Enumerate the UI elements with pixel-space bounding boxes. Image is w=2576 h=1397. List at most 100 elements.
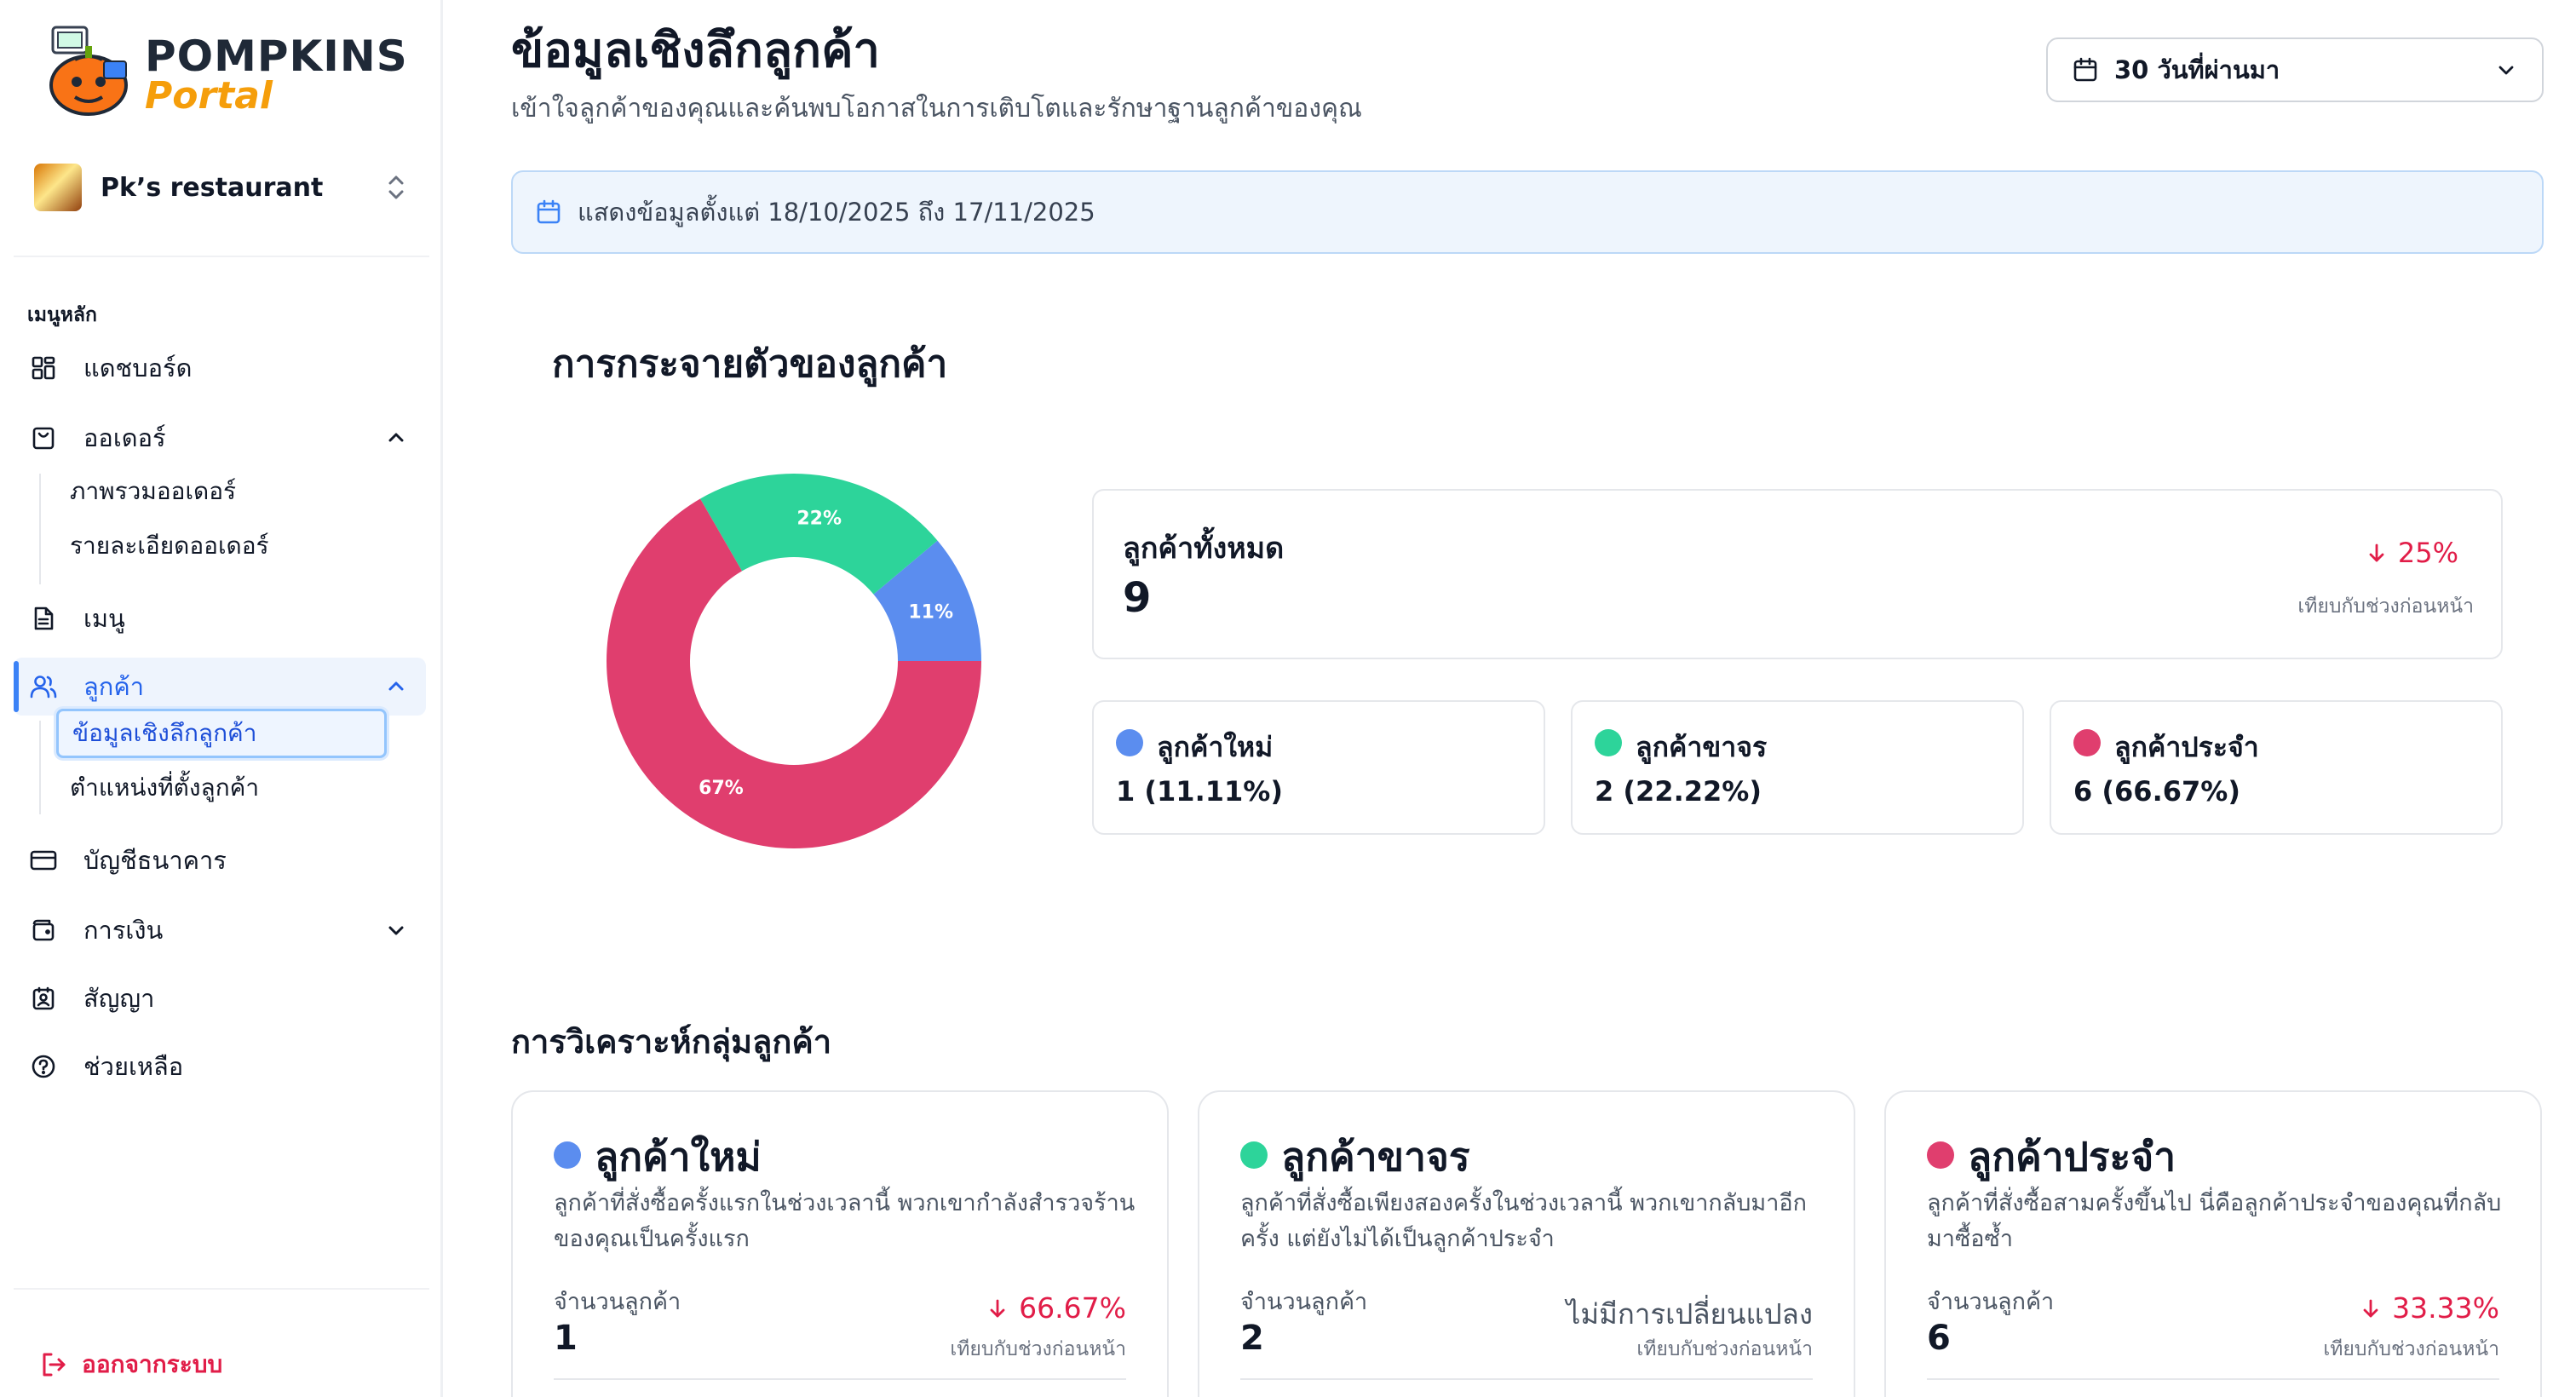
donut-slice-label: 11% [908, 602, 953, 624]
group-title: ลูกค้าใหม่ [595, 1134, 762, 1180]
group-count: 2 [1240, 1319, 1264, 1358]
compare-note: เทียบกับช่วงก่อนหน้า [2323, 1338, 2499, 1360]
segment-card-occasional: ลูกค้าขาจร 2 (22.22%) [1571, 700, 2024, 835]
total-customers-value: 9 [1123, 574, 1152, 622]
sidebar-item-label: ออเดอร์ [83, 423, 166, 452]
segment-value: 1 (11.11%) [1116, 775, 1283, 808]
group-card-new: ลูกค้าใหม่ ลูกค้าที่สั่งซื้อครั้งแรกในช่… [511, 1090, 1169, 1397]
page-title: ข้อมูลเชิงลึกลูกค้า [511, 23, 880, 78]
legend-dot [1595, 729, 1622, 756]
chevron-up-icon[interactable] [383, 425, 409, 451]
submenu-orders-detail[interactable]: รายละเอียดออเดอร์ [70, 532, 269, 560]
group-dot [554, 1141, 581, 1169]
segment-label: ลูกค้าประจำ [2114, 731, 2259, 763]
customer-distribution-donut-chart: 11% 22% 67% [607, 474, 981, 848]
grid-icon [29, 354, 58, 382]
card-divider [554, 1378, 1126, 1380]
group-count: 6 [1927, 1319, 1951, 1358]
chevron-down-icon[interactable] [383, 917, 409, 943]
segment-value: 6 (66.67%) [2073, 775, 2240, 808]
sidebar-item-finance[interactable]: การเงิน [14, 901, 426, 959]
sidebar-item-label: ช่วยเหลือ [83, 1052, 184, 1081]
group-change: ไม่มีการเปลี่ยนแปลง [1567, 1291, 1813, 1337]
compare-note: เทียบกับช่วงก่อนหน้า [950, 1338, 1126, 1360]
donut-slice-label: 22% [796, 509, 842, 530]
sidebar-item-label: การเงิน [83, 916, 164, 945]
arrow-down-icon [2363, 1299, 2378, 1317]
group-change-value: 33.33% [2392, 1291, 2499, 1325]
group-count-label: จำนวนลูกค้า [1927, 1289, 2055, 1315]
group-description: ลูกค้าที่สั่งซื้อสามครั้งขึ้นไป นี่คือลู… [1927, 1190, 2502, 1252]
date-info-text: แสดงข้อมูลตั้งแต่ 18/10/2025 ถึง 17/11/2… [578, 198, 1095, 227]
users-icon [29, 672, 58, 701]
date-info-banner: แสดงข้อมูลตั้งแต่ 18/10/2025 ถึง 17/11/2… [511, 170, 2544, 254]
group-title: ลูกค้าประจำ [1968, 1134, 2176, 1180]
date-range-select[interactable]: 30 วันที่ผ่านมา [2046, 37, 2544, 102]
group-card-occasional: ลูกค้าขาจร ลูกค้าที่สั่งซื้อเพียงสองครั้… [1198, 1090, 1855, 1397]
sidebar-item-orders[interactable]: ออเดอร์ [14, 409, 426, 467]
donut-slice[interactable] [607, 498, 981, 848]
logout-icon [43, 1353, 66, 1377]
logout-button[interactable]: ออกจากระบบ [39, 1346, 222, 1383]
submenu-customer-locations[interactable]: ตำแหน่งที่ตั้งลูกค้า [70, 773, 260, 802]
distribution-title: การกระจายตัวของลูกค้า [552, 342, 948, 386]
chevron-up-icon[interactable] [383, 674, 409, 699]
sidebar-item-dashboard[interactable]: แดชบอร์ด [14, 339, 426, 397]
sidebar-item-bank-account[interactable]: บัญชีธนาคาร [14, 831, 426, 889]
donut-slice[interactable] [873, 540, 981, 661]
segment-card-new: ลูกค้าใหม่ 1 (11.11%) [1092, 700, 1545, 835]
restaurant-name: Pk’s restaurant [101, 172, 324, 203]
submenu-line [39, 721, 41, 814]
group-dot [1240, 1141, 1268, 1169]
segment-value: 2 (22.22%) [1595, 775, 1762, 808]
help-icon [29, 1052, 58, 1081]
sidebar-item-label: แดชบอร์ด [83, 354, 193, 382]
group-change-value: ไม่มีการเปลี่ยนแปลง [1566, 1297, 1813, 1331]
arrow-down-icon [990, 1299, 1005, 1317]
group-card-regular: ลูกค้าประจำ ลูกค้าที่สั่งซื้อสามครั้งขึ้… [1884, 1090, 2542, 1397]
group-count-label: จำนวนลูกค้า [554, 1289, 681, 1315]
compare-note: เทียบกับช่วงก่อนหน้า [2297, 595, 2474, 618]
document-icon [29, 604, 58, 633]
sidebar-item-help[interactable]: ช่วยเหลือ [14, 1038, 426, 1095]
group-count: 1 [554, 1319, 578, 1358]
sidebar-divider [14, 256, 429, 257]
sidebar: POMPKINS Portal Pk’s restaurant เมนูหลัก… [0, 0, 443, 1397]
date-range-value: 30 วันที่ผ่านมา [2114, 55, 2280, 84]
calendar-icon [2073, 57, 2097, 82]
menu-heading: เมนูหลัก [27, 304, 97, 326]
shopping-bag-icon [29, 423, 58, 452]
group-change-value: 66.67% [1019, 1291, 1126, 1325]
brand-sub: Portal [145, 74, 273, 118]
total-customers-label: ลูกค้าทั้งหมด [1123, 532, 1285, 566]
logout-label: ออกจากระบบ [82, 1350, 223, 1378]
submenu-orders-overview[interactable]: ภาพรวมออเดอร์ [70, 477, 237, 505]
restaurant-switcher[interactable]: Pk’s restaurant [34, 157, 409, 218]
sidebar-item-menu[interactable]: เมนู [14, 589, 426, 647]
sidebar-item-customers[interactable]: ลูกค้า [14, 658, 426, 716]
calendar-icon [537, 199, 561, 224]
pumpkin-logo-icon [49, 26, 128, 116]
total-customers-change: 25% [2366, 537, 2458, 569]
group-title: ลูกค้าขาจร [1281, 1134, 1470, 1180]
brand-logo[interactable]: POMPKINS Portal [41, 20, 407, 121]
segment-label: ลูกค้าใหม่ [1157, 731, 1274, 763]
legend-dot [2073, 729, 2101, 756]
chevron-up-down-icon[interactable] [383, 170, 409, 204]
arrow-down-icon [2369, 543, 2384, 562]
sidebar-item-label: เมนู [83, 604, 125, 633]
submenu-line [39, 474, 41, 584]
submenu-customer-insights[interactable]: ข้อมูลเชิงลึกลูกค้า [56, 709, 387, 758]
page-subtitle: เข้าใจลูกค้าของคุณและค้นพบโอกาสในการเติบ… [511, 94, 1362, 124]
group-description: ลูกค้าที่สั่งซื้อเพียงสองครั้งในช่วงเวลา… [1240, 1190, 1807, 1252]
restaurant-avatar [34, 164, 82, 211]
card-divider [1240, 1378, 1813, 1380]
group-change: 33.33% [2360, 1291, 2499, 1325]
legend-dot [1116, 729, 1143, 756]
total-customers-card: ลูกค้าทั้งหมด 9 25% เทียบกับช่วงก่อนหน้า [1092, 489, 2503, 659]
wallet-icon [29, 916, 58, 945]
sidebar-item-contract[interactable]: สัญญา [14, 969, 426, 1027]
sidebar-item-label: บัญชีธนาคาร [83, 846, 227, 875]
donut-slice[interactable] [700, 474, 938, 595]
segment-label: ลูกค้าขาจร [1636, 731, 1768, 763]
